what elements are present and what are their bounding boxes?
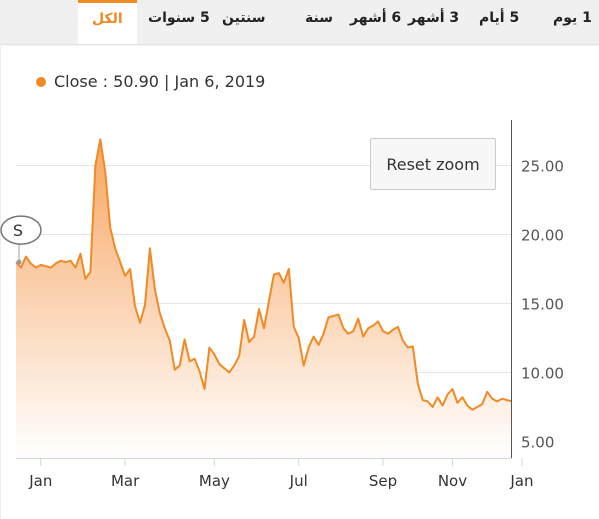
x-tick-label: Jan (509, 472, 533, 490)
reset-zoom-button[interactable]: Reset zoom (370, 138, 496, 190)
tab-3[interactable]: 6 أشهر (350, 10, 402, 26)
x-tick-label: Jul (289, 472, 308, 490)
y-tick-label: 5.00 (521, 433, 554, 451)
tab-2[interactable]: 3 أشهر (408, 10, 460, 26)
flag-marker-label: S (13, 221, 23, 240)
tab-6[interactable]: 5 سنوات (148, 10, 210, 26)
tab-4[interactable]: سنة (305, 10, 333, 26)
x-tick-label: Sep (369, 472, 397, 490)
y-tick-label: 15.00 (521, 295, 564, 313)
x-tick-label: May (199, 472, 230, 490)
tab-5[interactable]: سنتين (222, 10, 266, 26)
x-tick-label: Mar (111, 472, 140, 490)
y-tick-label: 20.00 (521, 227, 564, 245)
series-dot-icon (36, 77, 46, 87)
tab-1[interactable]: 5 أيام (479, 10, 520, 26)
flag-anchor-dot (16, 259, 22, 265)
tooltip-value: 50.90 (113, 72, 159, 91)
tab-0[interactable]: 1 يوم (553, 10, 592, 26)
tab-7[interactable]: الكل (78, 0, 137, 44)
series-line (15, 138, 513, 411)
flag-marker-icon (0, 215, 42, 245)
range-tabs: 1 يوم 5 أيام 3 أشهر 6 أشهر سنة سنتين 5 سنوات ال… (0, 0, 599, 45)
x-tick-label: Jan (28, 472, 52, 490)
y-tick-label: 10.00 (521, 364, 564, 382)
tooltip-series: Close (54, 72, 98, 91)
tooltip-date: Jan 6, 2019 (174, 72, 266, 91)
x-tick-label: Nov (438, 472, 467, 490)
series-area (16, 139, 512, 459)
y-tick-label: 25.00 (521, 158, 564, 176)
tooltip-readout: Close : 50.90 | Jan 6, 2019 (36, 72, 265, 91)
